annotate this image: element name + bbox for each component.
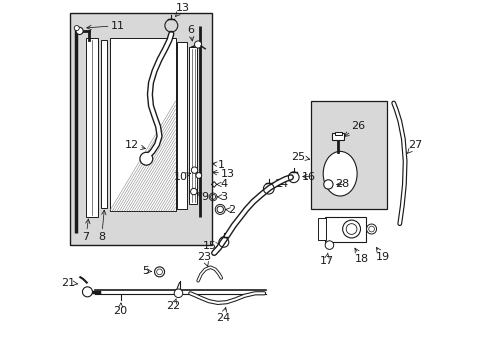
Bar — [318, 218, 325, 240]
Circle shape — [140, 152, 152, 165]
Text: 2: 2 — [225, 205, 235, 215]
Text: 27: 27 — [407, 140, 421, 153]
Bar — [101, 40, 107, 208]
Circle shape — [174, 289, 183, 298]
Text: 7: 7 — [82, 219, 90, 242]
Bar — [85, 38, 98, 216]
Circle shape — [76, 27, 83, 35]
Circle shape — [191, 167, 197, 174]
Text: 28: 28 — [335, 179, 349, 189]
Text: 19: 19 — [375, 247, 389, 262]
Text: 4: 4 — [216, 179, 227, 189]
Circle shape — [346, 224, 356, 234]
Circle shape — [156, 269, 162, 275]
Text: 1: 1 — [212, 160, 224, 170]
Bar — [176, 42, 186, 210]
Bar — [109, 38, 175, 211]
Text: 14: 14 — [274, 179, 288, 189]
Text: 6: 6 — [187, 24, 194, 41]
Circle shape — [342, 220, 360, 238]
Bar — [189, 47, 197, 204]
Text: 23: 23 — [197, 252, 211, 266]
Text: 25: 25 — [290, 152, 309, 162]
Bar — [334, 132, 341, 135]
Text: 15: 15 — [202, 241, 220, 251]
Circle shape — [366, 224, 376, 234]
Circle shape — [82, 287, 92, 297]
Text: 13: 13 — [212, 169, 235, 179]
Circle shape — [325, 241, 333, 249]
Bar — [332, 133, 344, 140]
Bar — [310, 100, 386, 210]
Text: 17: 17 — [319, 253, 333, 266]
Circle shape — [196, 173, 201, 178]
Text: 13: 13 — [175, 3, 189, 17]
Text: 9: 9 — [197, 192, 208, 202]
Circle shape — [323, 180, 332, 189]
Text: 21: 21 — [61, 278, 78, 288]
Ellipse shape — [323, 152, 356, 196]
Circle shape — [194, 41, 201, 48]
Circle shape — [74, 26, 79, 31]
Text: 24: 24 — [216, 307, 230, 323]
Text: 3: 3 — [217, 192, 227, 202]
Text: 22: 22 — [165, 299, 180, 311]
Circle shape — [154, 267, 164, 277]
Circle shape — [368, 226, 374, 232]
Text: 11: 11 — [86, 21, 124, 31]
Circle shape — [190, 188, 197, 195]
Bar — [69, 13, 212, 245]
Bar — [324, 216, 365, 242]
Text: 20: 20 — [113, 303, 127, 316]
Text: 5: 5 — [142, 266, 151, 276]
Text: 18: 18 — [354, 248, 368, 264]
Text: 26: 26 — [344, 121, 365, 136]
Text: 12: 12 — [125, 140, 145, 150]
Text: 16: 16 — [301, 172, 315, 181]
Text: 10: 10 — [173, 172, 190, 182]
Text: 8: 8 — [98, 210, 106, 242]
